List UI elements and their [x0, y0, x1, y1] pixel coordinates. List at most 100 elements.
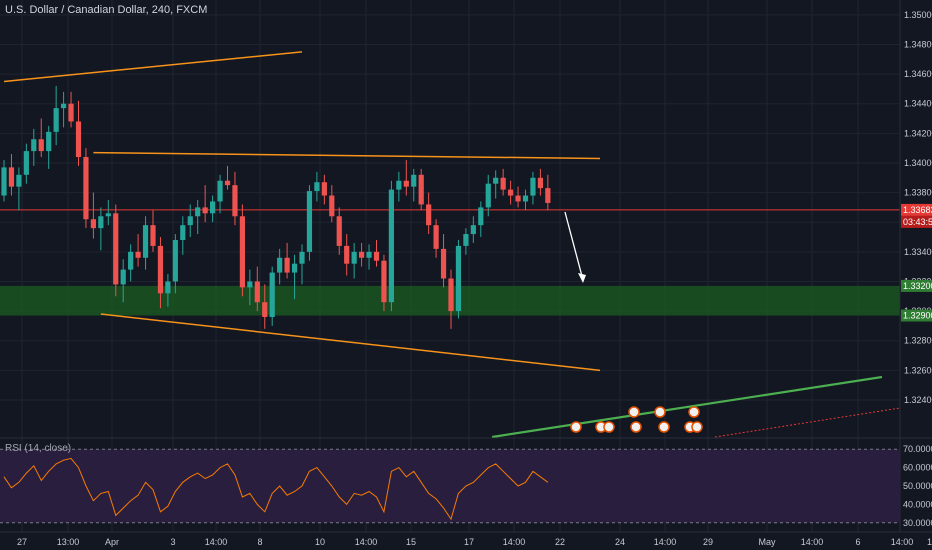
time-tick-label: 14:00 [205, 537, 228, 547]
candle-body [142, 225, 149, 258]
event-marker-icon[interactable] [688, 406, 700, 418]
chart-title: U.S. Dollar / Canadian Dollar, 240, FXCM [5, 4, 208, 16]
time-tick-label: 14 [927, 537, 932, 547]
candle-body [381, 260, 387, 303]
candle-body [359, 251, 365, 258]
price-tick-label: 1.33400 [904, 247, 932, 257]
event-marker-icon[interactable] [658, 421, 670, 433]
time-tick-label: 15 [406, 537, 416, 547]
candle-body [120, 269, 126, 285]
candle-body [508, 189, 514, 196]
candle-body [61, 103, 67, 109]
candle-body [306, 191, 313, 252]
candle-body [530, 177, 536, 196]
candle-body [254, 281, 260, 303]
time-tick-label: 14:00 [654, 537, 677, 547]
price-axis [900, 0, 932, 550]
candle-body [210, 201, 216, 214]
candle-body [172, 239, 178, 282]
price-tick-label: 1.35000 [904, 10, 932, 20]
trendline-horizontal-resistance[interactable] [93, 151, 601, 160]
candle-body [411, 174, 417, 187]
candle-body [418, 174, 424, 205]
price-tick-label: 1.32400 [904, 395, 932, 405]
candle-body [277, 257, 283, 273]
price-tick-label: 1.32800 [904, 336, 932, 346]
time-tick-label: 29 [703, 537, 713, 547]
candle-body [195, 207, 201, 217]
candle-body [433, 225, 439, 249]
zone-top-tag: 1.33200 [903, 281, 932, 291]
rsi-line [3, 457, 549, 521]
candle-body [224, 180, 231, 186]
candle-body [403, 180, 409, 187]
candle-body [262, 302, 268, 318]
time-tick-label: 14:00 [503, 537, 526, 547]
time-tick-label: 3 [170, 537, 175, 547]
price-tick-label: 1.32600 [904, 365, 932, 375]
event-marker-icon[interactable] [654, 406, 666, 418]
event-marker-icon[interactable] [603, 421, 615, 433]
rsi-tick-label: 30.0000 [903, 518, 932, 528]
candle-body [8, 167, 15, 187]
candle-body [470, 225, 476, 235]
price-tick-label: 1.34800 [904, 39, 932, 49]
candle-body [493, 177, 499, 184]
candle-body [314, 182, 320, 192]
price-tick-label: 1.34000 [904, 158, 932, 168]
candle-body [128, 251, 134, 270]
event-marker-icon[interactable] [630, 421, 642, 433]
candle-body [455, 245, 462, 312]
candle-body [344, 245, 350, 264]
price-tick-label: 1.33800 [904, 188, 932, 198]
countdown-tag-bg [901, 215, 932, 228]
candle-body [202, 207, 208, 214]
time-tick-label: 13:00 [57, 537, 80, 547]
price-tick-label: 1.34400 [904, 99, 932, 109]
candle-body [187, 216, 193, 226]
trendline-upper-channel-top[interactable] [3, 51, 303, 83]
candle-body [105, 213, 111, 217]
candle-body [515, 195, 521, 202]
candle-body [53, 108, 59, 132]
projection-arrow-line [564, 211, 584, 281]
rsi-tick-label: 50.0000 [903, 481, 932, 491]
candle-body [373, 251, 380, 261]
current-price-tag: 1.33683 [903, 205, 932, 215]
time-tick-label: 24 [615, 537, 625, 547]
candle-body [351, 251, 357, 264]
time-tick-label: 27 [17, 537, 27, 547]
candle-body [217, 180, 223, 202]
candle-body [113, 213, 119, 285]
rsi-band [0, 449, 900, 523]
candle-body [150, 225, 156, 246]
candle-body [16, 174, 22, 187]
event-marker-icon[interactable] [570, 421, 582, 433]
event-marker-icon[interactable] [691, 421, 703, 433]
candle-body [68, 103, 74, 122]
candle-body [366, 251, 372, 258]
red-dashed-line[interactable] [714, 407, 901, 438]
time-tick-label: Apr [105, 537, 119, 547]
candle-body [239, 216, 245, 288]
candle-body [46, 131, 52, 152]
trendline-lower-channel[interactable] [100, 313, 601, 372]
event-marker-icon[interactable] [628, 406, 640, 418]
candle-body [1, 167, 7, 196]
candle-body [478, 207, 484, 226]
projection-arrow-head [578, 273, 586, 283]
time-tick-label: 22 [555, 537, 565, 547]
zone-top-tag-bg [901, 279, 932, 292]
candle-body [135, 251, 141, 258]
candle-body [180, 225, 186, 240]
current-price-tag-bg [901, 203, 932, 216]
time-tick-label: 14:00 [891, 537, 914, 547]
rsi-tick-label: 70.0000 [903, 444, 932, 454]
green-trendline[interactable] [491, 375, 883, 439]
candle-body [463, 234, 469, 246]
candle-body [75, 121, 82, 158]
candle-body [31, 139, 37, 152]
candle-body [269, 272, 275, 318]
